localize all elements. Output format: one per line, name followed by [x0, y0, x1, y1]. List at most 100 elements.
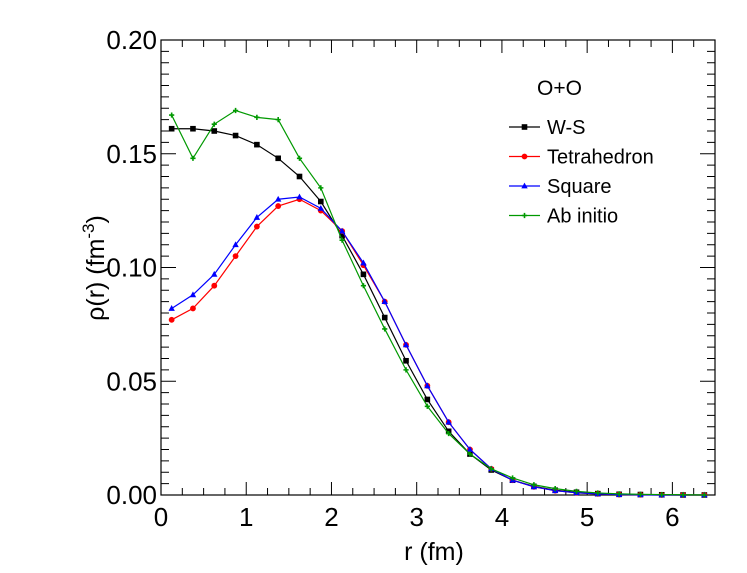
data-point-w-s — [275, 155, 281, 162]
y-tick-label: 0.20 — [106, 25, 157, 55]
data-point-ab-initio — [211, 121, 217, 127]
data-point-w-s — [424, 396, 431, 403]
data-point-w-s — [318, 198, 324, 205]
data-point-w-s — [381, 314, 388, 321]
series-tetrahedron — [168, 196, 708, 498]
y-tick-label: 0.10 — [106, 253, 157, 283]
data-point-square — [296, 193, 303, 200]
legend-item-square: Square — [509, 176, 612, 198]
data-point-ab-initio — [680, 492, 686, 498]
data-point-square — [338, 227, 346, 234]
data-point-w-s — [168, 125, 175, 132]
tick-labels: 0 1 2 3 4 5 6 0.00 0.05 0.10 0.15 0.20 — [106, 25, 679, 532]
data-point-ab-initio — [169, 112, 175, 118]
y-axis-label: ρ(r) (fm-3) — [79, 215, 110, 321]
data-point-square — [274, 195, 282, 202]
y-tick-label: 0.15 — [106, 139, 157, 169]
data-point-ab-initio — [659, 491, 665, 498]
data-point-w-s — [211, 128, 218, 134]
data-point-ab-initio — [701, 492, 707, 498]
legend-label: W-S — [547, 117, 586, 139]
data-point-ab-initio — [488, 466, 494, 472]
data-point-tetrahedron — [211, 282, 218, 289]
data-point-w-s — [190, 125, 196, 132]
x-tick-label: 6 — [665, 502, 679, 532]
data-point-w-s — [296, 173, 303, 180]
series-ab-initio — [169, 107, 707, 498]
data-point-tetrahedron — [232, 253, 239, 260]
y-axis-label-superscript: -3 — [79, 223, 98, 238]
data-point-square — [466, 446, 474, 452]
axis-ticks — [160, 39, 716, 496]
legend-label: Tetrahedron — [547, 147, 654, 169]
legend-item-tetrahedron: Tetrahedron — [509, 147, 654, 169]
data-point-ab-initio — [467, 451, 473, 457]
data-point-ab-initio — [190, 155, 196, 161]
data-point-ab-initio — [403, 367, 409, 373]
data-point-square — [232, 241, 239, 248]
data-point-ab-initio — [318, 185, 324, 191]
data-point-square — [402, 341, 410, 348]
legend: W-S Tetrahedron Square Ab initio — [509, 117, 654, 228]
series-line-w-s — [171, 128, 705, 496]
plot-frame — [160, 39, 716, 496]
data-point-square — [253, 214, 261, 220]
data-point-ab-initio — [424, 403, 430, 409]
series-w-s — [168, 125, 708, 498]
legend-label: Square — [547, 176, 612, 198]
data-point-ab-initio — [552, 486, 558, 492]
x-tick-label: 5 — [580, 502, 594, 532]
data-point-ab-initio — [573, 488, 580, 494]
legend-marker — [521, 124, 528, 130]
data-point-tetrahedron — [275, 203, 282, 209]
x-tick-label: 2 — [324, 502, 338, 532]
data-point-w-s — [339, 232, 345, 239]
data-point-ab-initio — [296, 155, 303, 161]
legend-item-w-s: W-S — [509, 117, 586, 139]
y-tick-label: 0.00 — [106, 480, 157, 510]
legend-marker — [521, 212, 528, 219]
legend-item-ab-initio: Ab initio — [509, 206, 618, 228]
data-point-square — [317, 204, 325, 211]
data-point-ab-initio — [616, 491, 622, 497]
data-point-square — [211, 270, 218, 277]
data-point-ab-initio — [339, 237, 345, 243]
data-point-ab-initio — [360, 283, 367, 289]
series-layer — [168, 107, 708, 498]
data-point-ab-initio — [232, 107, 239, 114]
data-point-w-s — [403, 357, 409, 364]
x-tick-label: 0 — [154, 502, 168, 532]
data-point-tetrahedron — [190, 305, 196, 312]
data-point-square — [168, 305, 175, 311]
data-point-ab-initio — [254, 114, 260, 120]
series-line-ab-initio — [171, 109, 705, 496]
x-axis-label: r (fm) — [404, 538, 464, 566]
data-point-square — [445, 418, 452, 425]
series-square — [168, 193, 708, 498]
data-point-ab-initio — [531, 482, 537, 488]
data-point-w-s — [254, 141, 260, 148]
data-point-tetrahedron — [253, 223, 260, 230]
data-point-square — [189, 291, 197, 298]
data-point-square — [424, 382, 431, 389]
data-point-ab-initio — [275, 117, 281, 123]
data-point-ab-initio — [637, 491, 644, 497]
data-point-ab-initio — [509, 475, 516, 481]
series-line-square — [171, 196, 705, 496]
data-point-ab-initio — [382, 326, 388, 332]
series-line-tetrahedron — [171, 198, 705, 496]
data-point-tetrahedron — [168, 316, 175, 323]
x-tick-label: 3 — [409, 502, 423, 532]
data-point-square — [360, 259, 367, 266]
legend-label: Ab initio — [547, 206, 618, 228]
legend-marker — [521, 182, 528, 189]
y-axis-label-suffix: ) — [82, 215, 110, 223]
y-tick-label: 0.05 — [106, 366, 157, 396]
x-tick-label: 1 — [239, 502, 253, 532]
data-point-ab-initio — [446, 430, 452, 437]
data-point-ab-initio — [595, 490, 601, 496]
data-point-w-s — [360, 271, 367, 278]
x-tick-label: 4 — [495, 502, 509, 532]
legend-marker — [521, 153, 528, 160]
